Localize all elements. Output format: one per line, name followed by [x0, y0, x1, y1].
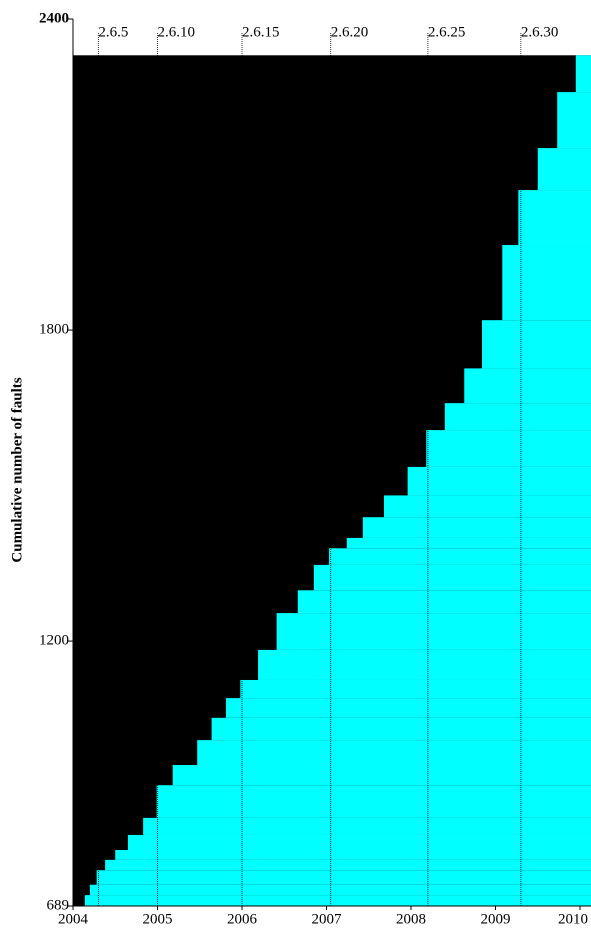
new-fault-step — [172, 764, 591, 786]
new-fault-step — [313, 564, 591, 591]
version-label: 2.6.15 — [242, 24, 279, 40]
y-tick-label: 1800 — [39, 321, 69, 337]
version-label: 2.6.30 — [521, 24, 559, 40]
new-fault-step — [225, 698, 591, 718]
new-fault-step — [115, 850, 591, 860]
x-tick-label: 2007 — [312, 911, 343, 927]
version-label: 2.6.20 — [331, 24, 369, 40]
x-tick-label: 2009 — [481, 911, 511, 927]
new-fault-step — [464, 368, 591, 404]
version-label: 2.6.10 — [158, 24, 196, 40]
y-tick-label: 689 — [47, 897, 70, 913]
new-fault-step — [297, 590, 591, 614]
new-fault-step — [89, 884, 591, 896]
x-tick-label: 2008 — [396, 911, 426, 927]
new-fault-step — [276, 613, 591, 650]
version-label: 2.6.5 — [98, 24, 128, 40]
new-fault-step — [444, 403, 591, 431]
new-fault-step — [156, 785, 591, 818]
new-fault-step — [502, 245, 591, 321]
new-fault-step — [197, 740, 591, 765]
new-fault-step — [407, 466, 591, 496]
new-fault-step — [84, 895, 591, 906]
new-fault-step — [127, 834, 591, 851]
new-fault-step — [557, 92, 591, 149]
new-fault-step — [537, 148, 591, 191]
version-label: 2.6.25 — [428, 24, 466, 40]
new-fault-step — [346, 537, 591, 549]
new-fault-step — [211, 717, 591, 741]
new-fault-step — [383, 495, 591, 518]
new-fault-step — [143, 817, 591, 835]
y-tick-label: 2400 — [39, 10, 69, 26]
new-fault-step — [240, 679, 591, 699]
y-tick-label: 1200 — [39, 633, 69, 649]
x-tick-label: 2004 — [58, 911, 89, 927]
new-fault-step — [426, 430, 591, 467]
new-fault-step — [258, 649, 591, 680]
new-fault-step — [105, 859, 591, 871]
y-axis-label: Cumulative number of faults — [9, 377, 25, 562]
new-fault-step — [362, 517, 591, 538]
x-tick-label: 2006 — [227, 911, 258, 927]
new-fault-step — [481, 320, 591, 369]
new-fault-step — [96, 870, 591, 885]
x-tick-label: 2005 — [143, 911, 173, 927]
new-fault-step — [518, 190, 591, 246]
x-tick-label: 2010 — [558, 911, 588, 927]
new-fault-step — [329, 548, 591, 565]
new-fault-step — [575, 55, 591, 93]
